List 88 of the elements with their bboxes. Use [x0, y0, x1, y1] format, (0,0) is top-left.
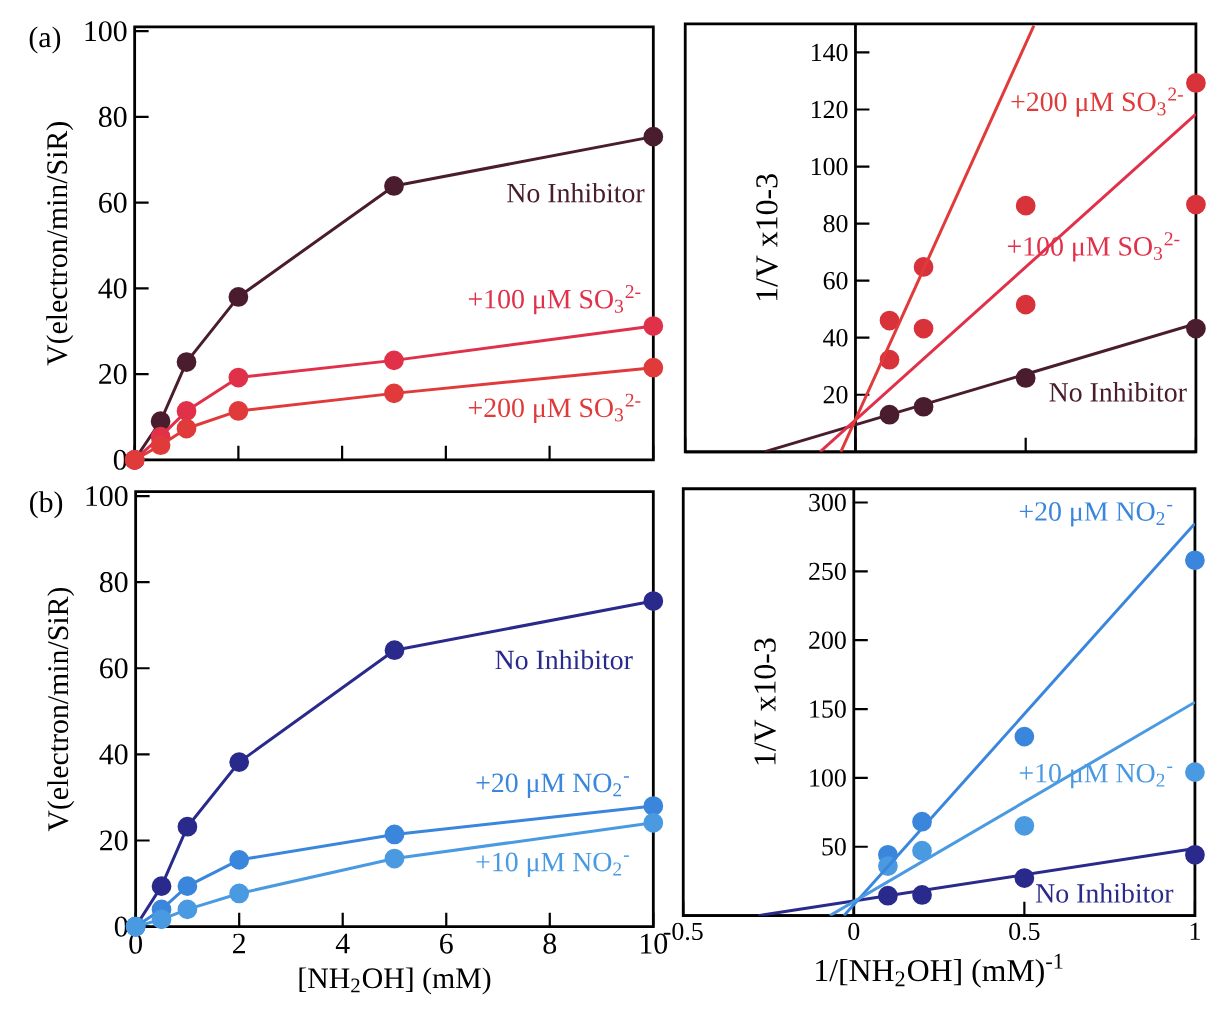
- point: [177, 876, 198, 896]
- x-axis-title: 1/[NH$_{2}$OH] (mM)$^{-1}$: [816, 953, 1063, 988]
- x-tick-label: 2: [233, 933, 245, 954]
- point: [384, 848, 405, 869]
- point: [643, 126, 664, 147]
- y-axis-title: V(electron/min/SiR): [46, 121, 74, 366]
- point: [228, 286, 249, 307]
- x-tick-label: 8: [543, 933, 557, 954]
- point: [643, 316, 664, 336]
- y-axis-title: 1/V x10-3: [754, 638, 776, 765]
- point: [384, 383, 404, 404]
- point: [228, 367, 249, 388]
- y-tick-label: 20: [823, 385, 848, 404]
- point: [643, 795, 664, 816]
- series-label: +20 μM NO$_{2}$-: [1019, 501, 1173, 527]
- point: [1015, 195, 1036, 216]
- point: [176, 400, 197, 421]
- x-tick-label: 6: [440, 933, 453, 954]
- point: [229, 752, 250, 772]
- y-tick-label: 20: [99, 363, 127, 384]
- y-axis-title: 1/V x10-3: [756, 174, 778, 300]
- point: [151, 909, 172, 929]
- series-label: +200 μM SO$_{3}$2-: [1011, 87, 1183, 117]
- y-tick-label: 250: [809, 562, 846, 580]
- point: [879, 310, 900, 331]
- point: [1185, 550, 1205, 571]
- point: [1014, 815, 1035, 836]
- point: [1186, 194, 1206, 215]
- point: [1186, 72, 1206, 93]
- point: [177, 816, 198, 837]
- y-tick-label: 140: [811, 43, 848, 61]
- y-tick-label: 120: [811, 100, 848, 119]
- point: [228, 400, 249, 421]
- y-axis-title: V(electron/min/SiR): [47, 587, 75, 832]
- x-tick-label: 0: [848, 922, 860, 940]
- series-label: +10 μM NO$_{2}$-: [476, 852, 629, 877]
- y-tick-label: 60: [99, 192, 127, 213]
- y-tick-label: 40: [98, 278, 127, 299]
- point: [384, 824, 405, 845]
- point: [1186, 318, 1206, 339]
- y-tick-label: 80: [823, 214, 848, 233]
- point: [643, 591, 664, 611]
- x-tick-label: 4: [335, 933, 350, 954]
- y-tick-label: 40: [823, 328, 848, 347]
- point: [384, 175, 404, 196]
- y-tick-label: 100: [811, 157, 848, 176]
- x-tick-label: 0.5: [1009, 922, 1040, 941]
- point: [229, 883, 250, 904]
- point: [1015, 294, 1036, 315]
- series-label: No Inhibitor: [1036, 883, 1174, 903]
- y-tick-label: 20: [100, 830, 128, 851]
- point: [643, 357, 664, 378]
- x-tick-label: 1: [1190, 922, 1200, 940]
- point: [151, 876, 172, 896]
- y-tick-label: 100: [86, 485, 128, 506]
- point: [177, 899, 198, 920]
- y-tick-label: 100: [85, 20, 127, 42]
- point: [913, 318, 934, 339]
- series-label: No Inhibitor: [495, 649, 633, 670]
- y-tick-label: 80: [98, 106, 127, 127]
- y-tick-label: 200: [809, 631, 846, 649]
- point: [912, 840, 932, 861]
- text: (b): [30, 491, 63, 519]
- y-tick-label: 80: [99, 571, 128, 593]
- point: [150, 435, 171, 455]
- point: [384, 350, 404, 371]
- series-label: No Inhibitor: [507, 182, 645, 203]
- y-tick-label: 150: [810, 700, 846, 718]
- point: [229, 849, 250, 870]
- point: [384, 640, 405, 660]
- point: [1185, 844, 1205, 865]
- point: [1014, 726, 1035, 747]
- series-label: +20 μM NO$_{2}$-: [476, 773, 629, 798]
- series-label: No Inhibitor: [1049, 381, 1187, 402]
- y-tick-label: 50: [822, 837, 846, 856]
- x-axis-title: [NH$_{2}$OH] (mM): [299, 967, 491, 995]
- point: [176, 352, 197, 372]
- point: [643, 812, 664, 833]
- y-tick-label: 60: [100, 658, 128, 679]
- y-tick-label: 60: [823, 271, 848, 290]
- y-tick-label: 300: [809, 493, 846, 512]
- point: [1185, 762, 1205, 782]
- series-label: +100 μM SO$_{3}$2-: [468, 284, 641, 315]
- y-tick-label: 100: [810, 769, 846, 787]
- text: (a): [29, 26, 61, 54]
- series-label: +200 μM SO$_{3}$2-: [468, 393, 641, 423]
- y-tick-label: 40: [99, 744, 128, 765]
- point: [176, 418, 197, 439]
